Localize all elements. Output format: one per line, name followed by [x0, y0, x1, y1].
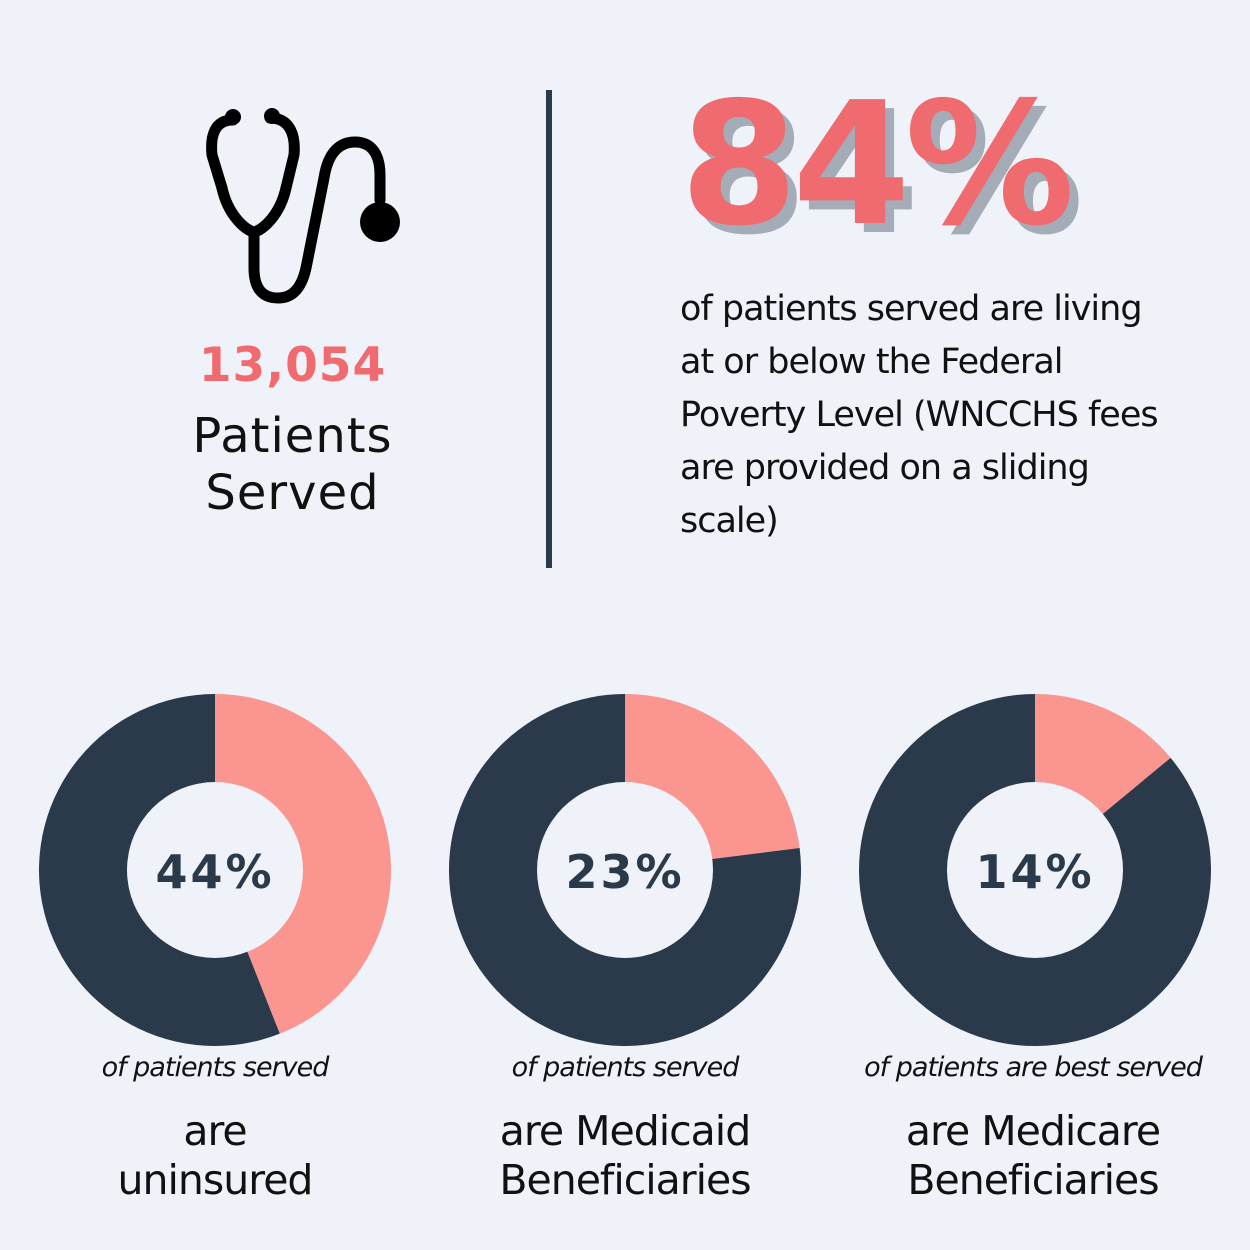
donut-desc-medicare: are Medicare Beneficiaries — [823, 1107, 1243, 1205]
donut-desc-line2: uninsured — [117, 1156, 314, 1204]
poverty-description: of patients served are living at or belo… — [680, 283, 1200, 548]
donut-value-label: 23% — [565, 845, 684, 899]
poverty-percent: 84% — [680, 66, 1075, 264]
donut-hole — [947, 782, 1123, 958]
donut-chart-uninsured: 44% — [35, 690, 395, 1050]
donut-desc-line2: Beneficiaries — [499, 1156, 751, 1204]
patients-label-line1: Patients — [192, 408, 393, 464]
donut-desc-line1: are Medicaid — [499, 1107, 751, 1155]
poverty-text-line2: at or below the Federal — [680, 342, 1064, 382]
donut-caption-uninsured: of patients served — [101, 1052, 330, 1083]
donut-svg: 14% — [859, 694, 1211, 1046]
donut-caption-medicaid: of patients served — [511, 1052, 740, 1083]
poverty-text-line4: are provided on a sliding — [680, 448, 1090, 488]
patients-count: 13,054 — [198, 338, 387, 393]
donut-hole — [537, 782, 713, 958]
poverty-text-line5: scale) — [680, 501, 779, 541]
donut-svg: 23% — [449, 694, 801, 1046]
donut-desc-line1: are — [183, 1107, 247, 1155]
donut-desc-line1: are Medicare — [905, 1107, 1161, 1155]
stethoscope-icon — [206, 108, 400, 304]
patients-label: Patients Served — [140, 408, 445, 522]
donut-slice-highlight — [215, 694, 392, 1034]
donut-hole — [127, 782, 303, 958]
donut-value-label: 14% — [975, 845, 1094, 899]
poverty-text-line3: Poverty Level (WNCCHS fees — [680, 395, 1159, 435]
vertical-divider — [546, 90, 552, 568]
poverty-text-line1: of patients served are living — [680, 289, 1143, 329]
donut-desc-medicaid: are Medicaid Beneficiaries — [415, 1107, 835, 1205]
donut-caption-medicare: of patients are best served — [864, 1052, 1203, 1083]
donut-desc-line2: Beneficiaries — [907, 1156, 1159, 1204]
donut-chart-medicare: 14% — [855, 690, 1215, 1050]
donut-svg: 44% — [39, 694, 392, 1046]
donut-value-label: 44% — [155, 845, 274, 899]
donut-desc-uninsured: are uninsured — [5, 1107, 425, 1205]
patients-label-line2: Served — [205, 465, 380, 521]
donut-chart-medicaid: 23% — [445, 690, 805, 1050]
